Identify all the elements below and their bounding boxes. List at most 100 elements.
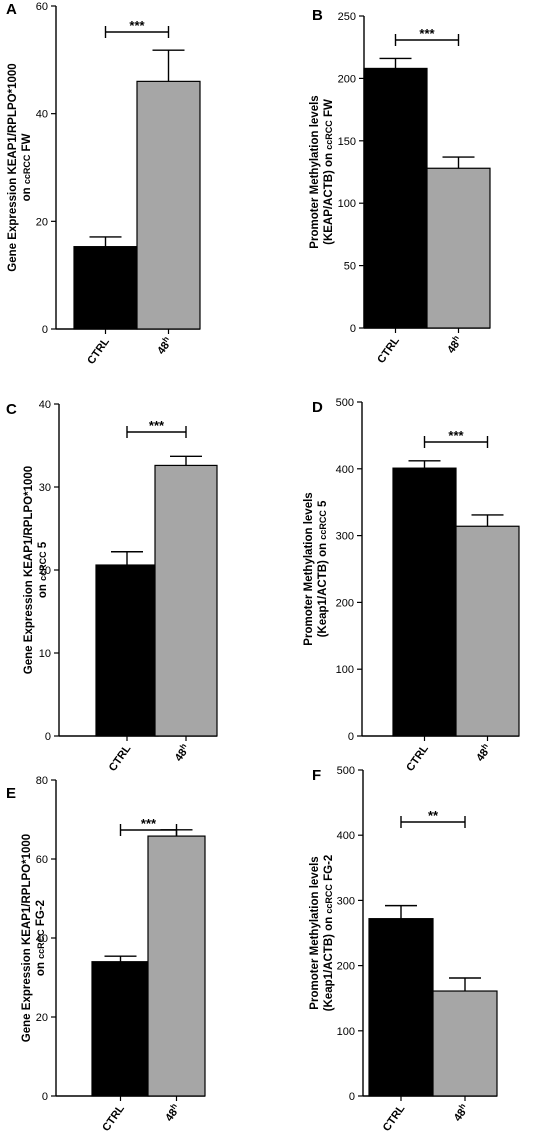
panel-letter: A <box>6 1 17 18</box>
category-label: 48h <box>472 741 494 763</box>
panel-letter: C <box>6 401 17 418</box>
category-label-text: 48 <box>445 339 462 356</box>
y-axis-label-line2-suffix: FW <box>21 133 33 154</box>
y-axis-label-line2-cell: ccRCC <box>324 120 334 150</box>
panel-letter: E <box>6 785 16 802</box>
category-label-superscript: h <box>168 1101 178 1110</box>
y-tick-label: 0 <box>45 731 51 743</box>
y-axis-label-line2-suffix: FG-2 <box>35 900 47 929</box>
bar-48 <box>154 464 218 737</box>
y-axis-label-line2-prefix: (KEAP/ACTB) on <box>323 150 335 245</box>
category-label-text: CTRL <box>107 743 134 774</box>
chart-panel-b: B 0 50 100 150 200 250 CTRL 48h *** Promoter Methy… <box>309 7 491 366</box>
y-tick-label: 250 <box>338 11 356 23</box>
y-axis-label-line1: Gene Expression KEAP1/RPLPO*1000 <box>21 834 33 1042</box>
category-label: 48h <box>161 1101 183 1123</box>
bar-48 <box>136 80 201 330</box>
category-label: 48h <box>443 333 465 355</box>
y-tick-label: 200 <box>337 961 355 973</box>
y-axis-label-line2: on ccRCC FG-2 <box>35 900 47 976</box>
chart-panel-e: E 0 20 40 60 80 CTRL 48h *** Gene Expression KEAP… <box>6 775 206 1132</box>
category-label: 48h <box>450 1101 472 1123</box>
category-label: CTRL <box>375 335 402 366</box>
panel-letter: D <box>312 399 323 416</box>
y-tick-label: 300 <box>337 895 355 907</box>
y-tick-label: 500 <box>336 397 354 409</box>
category-label: CTRL <box>100 1103 127 1132</box>
y-axis-label-line2-cell: ccRCC <box>22 154 32 184</box>
y-tick-label: 100 <box>338 198 356 210</box>
y-tick-label: 20 <box>39 565 51 577</box>
category-label-text: 48 <box>452 1107 469 1124</box>
y-axis-label-line2-suffix: FW <box>323 99 335 120</box>
chart-panel-a: A 0 20 40 60 CTRL 48h *** Gene Expression KEAP1/… <box>6 1 201 367</box>
y-axis-label-line2-prefix: on <box>37 581 49 598</box>
category-label-superscript: h <box>450 333 460 342</box>
y-axis-label-line2: (Keap1/ACTB) on ccRCC FG-2 <box>323 855 335 1012</box>
y-axis-label-line2: on ccRCC FW <box>21 133 33 201</box>
y-tick-label: 80 <box>36 775 48 787</box>
y-axis-label-line2-cell: ccRCC <box>38 551 48 581</box>
y-axis-label: Promoter Methylation levels (Keap1/ACTB) … <box>303 492 329 645</box>
bar-48 <box>432 990 498 1097</box>
significance-label: *** <box>419 26 435 41</box>
y-tick-label: 10 <box>39 648 51 660</box>
y-tick-label: 20 <box>36 1012 48 1024</box>
y-axis-label-line2-prefix: (Keap1/ACTB) on <box>317 540 329 638</box>
category-label-superscript: h <box>160 334 170 343</box>
y-axis-label-line2-prefix: on <box>35 959 47 976</box>
significance-label: *** <box>129 18 145 33</box>
y-tick-label: 0 <box>350 323 356 335</box>
y-tick-label: 200 <box>338 73 356 85</box>
panel-letter: F <box>312 767 321 784</box>
y-tick-label: 0 <box>349 1091 355 1103</box>
bar-ctrl <box>73 246 138 330</box>
y-tick-label: 400 <box>336 464 354 476</box>
category-label-text: 48 <box>474 747 491 764</box>
panel-letter: B <box>312 7 323 24</box>
y-axis-label-line2: on ccRCC 5 <box>37 541 49 598</box>
y-axis-label-line2-cell: ccRCC <box>324 884 334 914</box>
category-label: CTRL <box>381 1103 408 1132</box>
y-tick-label: 60 <box>36 1 48 13</box>
y-tick-label: 60 <box>36 854 48 866</box>
y-axis-label: Promoter Methylation levels (KEAP/ACTB) o… <box>309 95 335 248</box>
bar-ctrl <box>91 961 150 1097</box>
category-label-superscript: h <box>178 741 188 750</box>
y-tick-label: 30 <box>39 482 51 494</box>
y-tick-label: 40 <box>36 933 48 945</box>
category-label-text: CTRL <box>404 743 431 774</box>
category-label-text: 48 <box>173 747 190 764</box>
y-axis-label-line1: Gene Expression KEAP1/RPLPO*1000 <box>7 63 19 271</box>
bar-ctrl <box>392 467 457 737</box>
significance-label: *** <box>141 816 157 831</box>
y-axis-label: Gene Expression KEAP1/RPLPO*1000 on ccRCC… <box>21 834 47 1042</box>
y-axis-label-line2: (KEAP/ACTB) on ccRCC FW <box>323 99 335 245</box>
y-tick-label: 100 <box>337 1026 355 1038</box>
bar-ctrl <box>368 918 434 1097</box>
category-label: CTRL <box>404 743 431 774</box>
y-axis-label: Gene Expression KEAP1/RPLPO*1000 on ccRCC… <box>7 63 33 271</box>
y-tick-label: 100 <box>336 664 354 676</box>
significance-label: *** <box>149 418 165 433</box>
y-tick-label: 40 <box>36 109 48 121</box>
y-tick-label: 0 <box>348 731 354 743</box>
category-label-text: CTRL <box>375 335 402 366</box>
chart-panel-c: C 0 10 20 30 40 CTRL 48h *** Gene Expression KEAP… <box>6 399 218 774</box>
y-axis-label-line2-suffix: 5 <box>317 500 329 510</box>
bar-48 <box>147 835 206 1097</box>
y-axis-label-line1: Promoter Methylation levels <box>303 492 315 645</box>
chart-panel-f: F 0 100 200 300 400 500 CTRL 48h ** Promoter Methy… <box>309 765 498 1132</box>
y-tick-label: 50 <box>344 261 356 273</box>
y-axis-label-line2-prefix: on <box>21 184 33 201</box>
y-axis-label-line1: Promoter Methylation levels <box>309 856 321 1009</box>
y-axis-label-line2-suffix: FG-2 <box>323 855 335 884</box>
y-axis-label-line2-prefix: (Keap1/ACTB) on <box>323 914 335 1012</box>
category-label-text: CTRL <box>381 1103 408 1132</box>
category-label: CTRL <box>107 743 134 774</box>
y-tick-label: 400 <box>337 830 355 842</box>
y-tick-label: 40 <box>39 399 51 411</box>
significance-label: *** <box>448 428 464 443</box>
y-axis-label-line2-cell: ccRCC <box>318 510 328 540</box>
y-tick-label: 20 <box>36 216 48 228</box>
